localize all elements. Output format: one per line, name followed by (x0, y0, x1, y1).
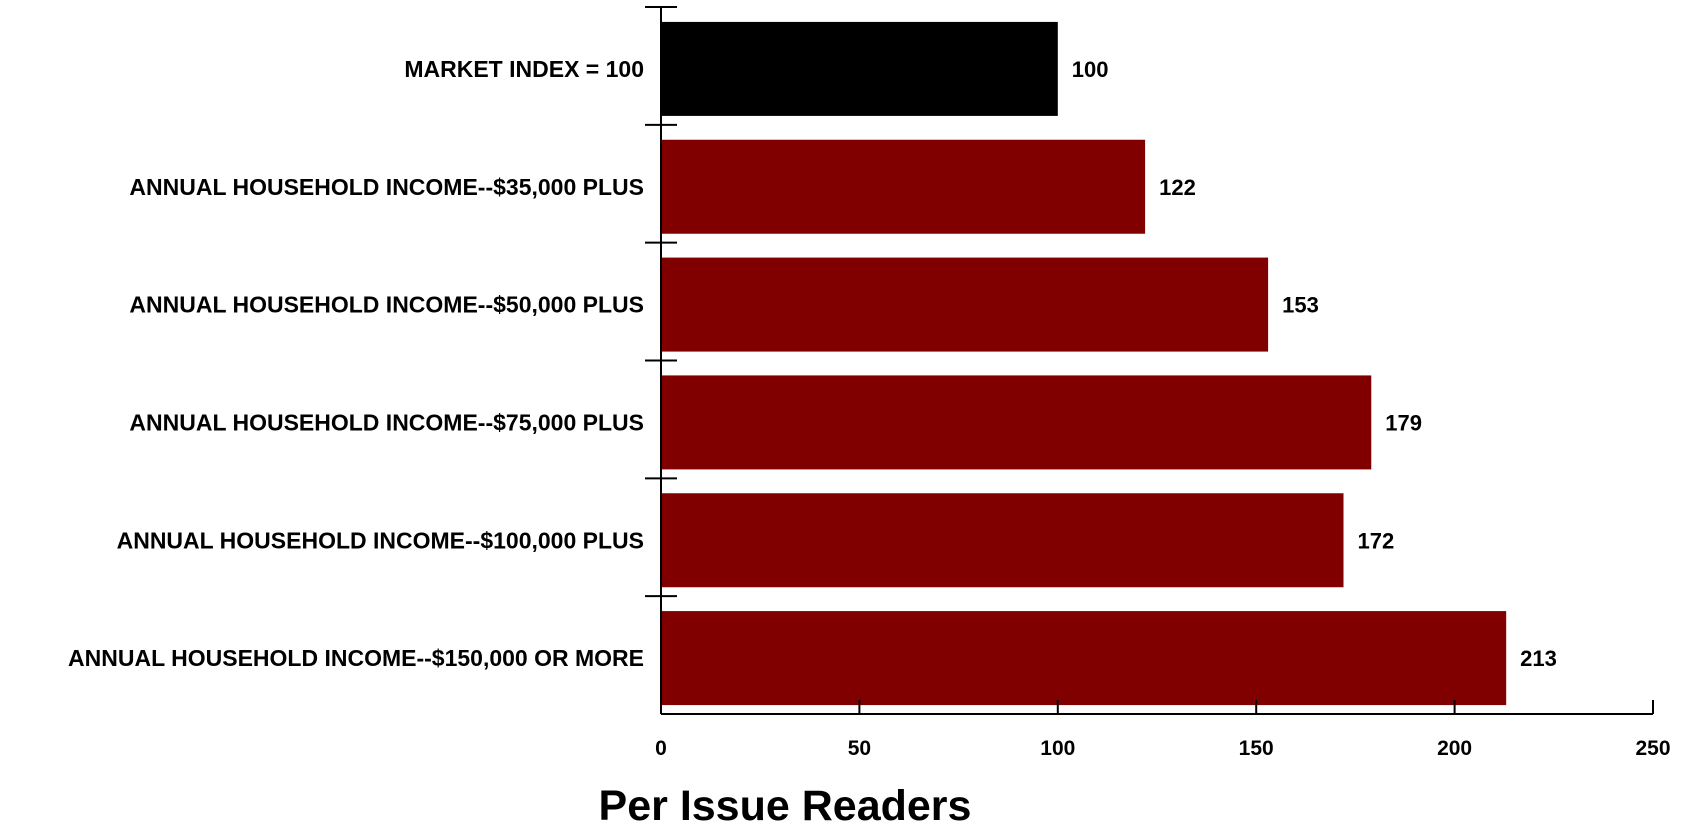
x-tick-label-2: 100 (1040, 737, 1075, 760)
x-axis-title: Per Issue Readers (599, 782, 972, 830)
x-tick-label-1: 50 (848, 737, 871, 760)
x-tick-label-5: 250 (1635, 737, 1670, 760)
bars-layer (661, 21, 1507, 706)
category-label-1: ANNUAL HOUSEHOLD INCOME--$35,000 PLUS (129, 174, 644, 200)
value-label-2: 153 (1282, 293, 1319, 318)
value-label-1: 122 (1159, 175, 1196, 200)
bar-3 (661, 375, 1372, 470)
value-label-4: 172 (1357, 528, 1394, 553)
x-tick-label-0: 0 (655, 737, 667, 760)
bar-2 (661, 257, 1269, 352)
value-label-5: 213 (1520, 646, 1557, 671)
category-label-4: ANNUAL HOUSEHOLD INCOME--$100,000 PLUS (117, 527, 644, 553)
bar-5 (661, 611, 1507, 706)
value-label-0: 100 (1072, 57, 1109, 82)
x-tick-label-4: 200 (1437, 737, 1472, 760)
bar-0 (661, 21, 1058, 116)
axes-layer (645, 6, 1654, 715)
category-label-5: ANNUAL HOUSEHOLD INCOME--$150,000 OR MOR… (68, 645, 644, 671)
x-tick-label-3: 150 (1239, 737, 1274, 760)
value-label-3: 179 (1385, 410, 1422, 435)
bar-4 (661, 493, 1344, 588)
bar-1 (661, 139, 1146, 234)
category-label-3: ANNUAL HOUSEHOLD INCOME--$75,000 PLUS (129, 409, 644, 435)
category-label-2: ANNUAL HOUSEHOLD INCOME--$50,000 PLUS (129, 292, 644, 318)
labels-layer: MARKET INDEX = 100 100 ANNUAL HOUSEHOLD IN… (68, 56, 1670, 760)
category-label-0: MARKET INDEX = 100 (404, 56, 644, 82)
